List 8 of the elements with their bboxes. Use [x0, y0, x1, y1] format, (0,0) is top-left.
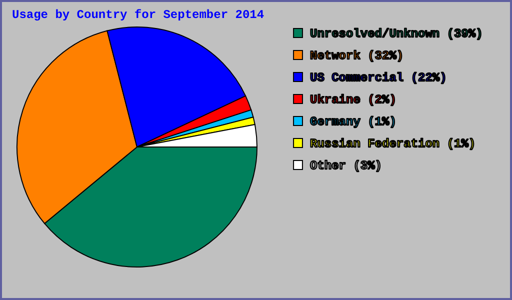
legend-label: Germany (1%): [310, 115, 396, 129]
legend-label: Unresolved/Unknown (39%): [310, 27, 483, 41]
legend-label: Russian Federation (1%): [310, 137, 476, 151]
chart-title: Usage by Country for September 2014: [12, 8, 264, 22]
legend-label: Network (32%): [310, 49, 404, 63]
legend-label: Ukraine (2%): [310, 93, 396, 107]
legend-label: Other (3%): [310, 159, 382, 173]
legend-label: US Commercial (22%): [310, 71, 447, 85]
